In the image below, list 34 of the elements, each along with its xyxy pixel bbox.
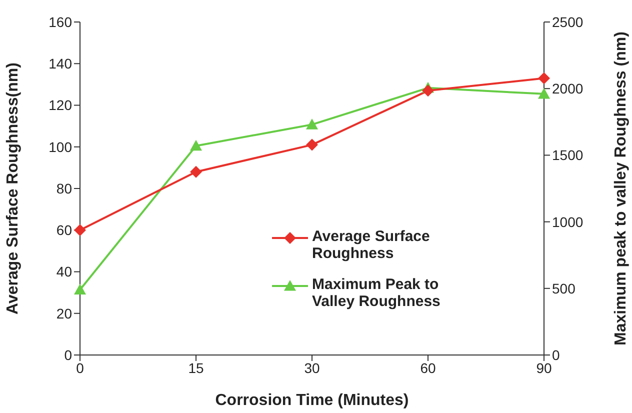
y-tick-label: 0 xyxy=(64,346,72,363)
y-tick-label: 120 xyxy=(48,97,72,114)
y2-tick-label: 2500 xyxy=(552,14,584,30)
x-tick-label: 30 xyxy=(304,360,320,376)
y2-tick-label: 1500 xyxy=(552,147,584,164)
y2-tick-label: 2000 xyxy=(552,80,584,97)
y-tick-label: 140 xyxy=(48,56,72,72)
y-tick-label: 40 xyxy=(56,264,72,280)
legend-label: Maximum Peak to Valley Roughness xyxy=(312,276,442,310)
point xyxy=(190,140,202,151)
point xyxy=(74,224,86,236)
y2-axis-title: Maximum peak to valley Roughness (nm) xyxy=(612,32,630,346)
y2-tick-label: 0 xyxy=(552,346,560,363)
legend-label: Average Surface Roughness xyxy=(312,228,431,262)
x-tick-label: 0 xyxy=(76,360,84,376)
x-tick-label: 60 xyxy=(420,360,436,376)
point xyxy=(74,284,86,295)
x-tick-label: 15 xyxy=(188,360,204,376)
point xyxy=(422,84,434,97)
x-tick-label: 90 xyxy=(536,360,552,376)
point xyxy=(190,166,202,178)
y-tick-label: 80 xyxy=(56,180,72,196)
y-tick-label: 60 xyxy=(56,222,72,238)
y2-tick-label: 500 xyxy=(552,280,576,296)
y-tick-label: 100 xyxy=(48,138,72,155)
point xyxy=(306,138,318,151)
x-axis-title: Corrosion Time (Minutes) xyxy=(215,392,409,409)
point xyxy=(538,72,550,84)
y-axis-title: Average Surface Roughness(nm) xyxy=(4,62,22,314)
y-tick-label: 160 xyxy=(48,14,72,30)
point xyxy=(538,88,550,99)
point xyxy=(306,118,318,130)
y-tick-label: 20 xyxy=(56,305,72,322)
y2-tick-label: 1000 xyxy=(552,214,584,230)
